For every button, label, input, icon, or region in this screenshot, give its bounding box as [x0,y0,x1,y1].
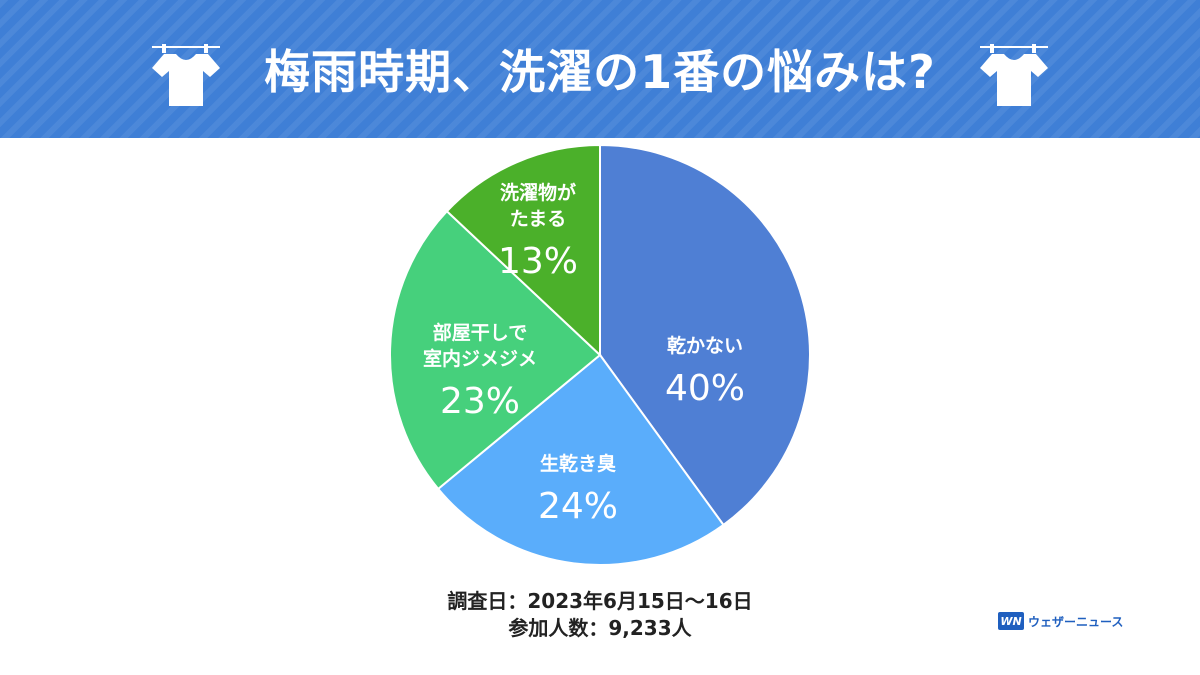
slice-category-label: 洗濯物が [500,181,576,204]
tshirt-icon [152,44,220,106]
pie-slice [436,353,725,566]
slice-percent-label: 13% [498,241,578,282]
pie-slice [445,143,601,358]
slice-category-label: 生乾き臭 [540,452,616,475]
slice-category-label: 乾かない [667,334,743,357]
slice-percent-label: 24% [538,486,618,527]
brand-logo: WN ウェザーニュース [998,610,1123,632]
tshirt-icon [980,44,1048,106]
pie-slice [389,209,602,491]
slice-percent-label: 23% [440,381,520,422]
page-title: 梅雨時期、洗濯の1番の悩みは? [264,45,936,99]
slice-category-label: 部屋干しで [433,321,527,344]
weathernews-logo-icon: WN [998,612,1024,630]
survey-date: 調査日：2023年6月15日～16日 [447,589,753,613]
brand-name: ウェザーニュース [1028,614,1124,629]
survey-info: 調査日：2023年6月15日～16日 参加人数：9,233人 [380,588,820,642]
participant-count: 参加人数：9,233人 [508,616,692,640]
slice-category-label: たまる [510,208,566,230]
pie-slice [599,143,811,527]
slice-percent-label: 40% [665,368,745,409]
slice-category-label: 室内ジメジメ [423,347,537,370]
